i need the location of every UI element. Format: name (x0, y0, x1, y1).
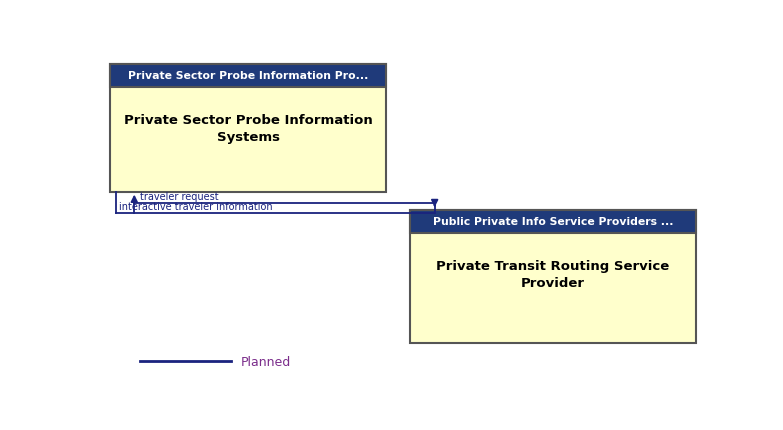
Bar (110, 65, 386, 192)
Text: interactive traveler information: interactive traveler information (119, 202, 272, 212)
Bar (410, 211, 695, 343)
Text: traveler request: traveler request (140, 191, 219, 201)
Text: Private Transit Routing Service
Provider: Private Transit Routing Service Provider (436, 260, 669, 289)
Text: Private Sector Probe Information
Systems: Private Sector Probe Information Systems (124, 114, 373, 144)
Text: Public Private Info Service Providers ...: Public Private Info Service Providers ..… (433, 217, 673, 227)
Text: Planned: Planned (240, 355, 290, 368)
Text: Private Sector Probe Information Pro...: Private Sector Probe Information Pro... (128, 71, 368, 81)
Bar (410, 211, 695, 233)
Bar (110, 65, 386, 87)
